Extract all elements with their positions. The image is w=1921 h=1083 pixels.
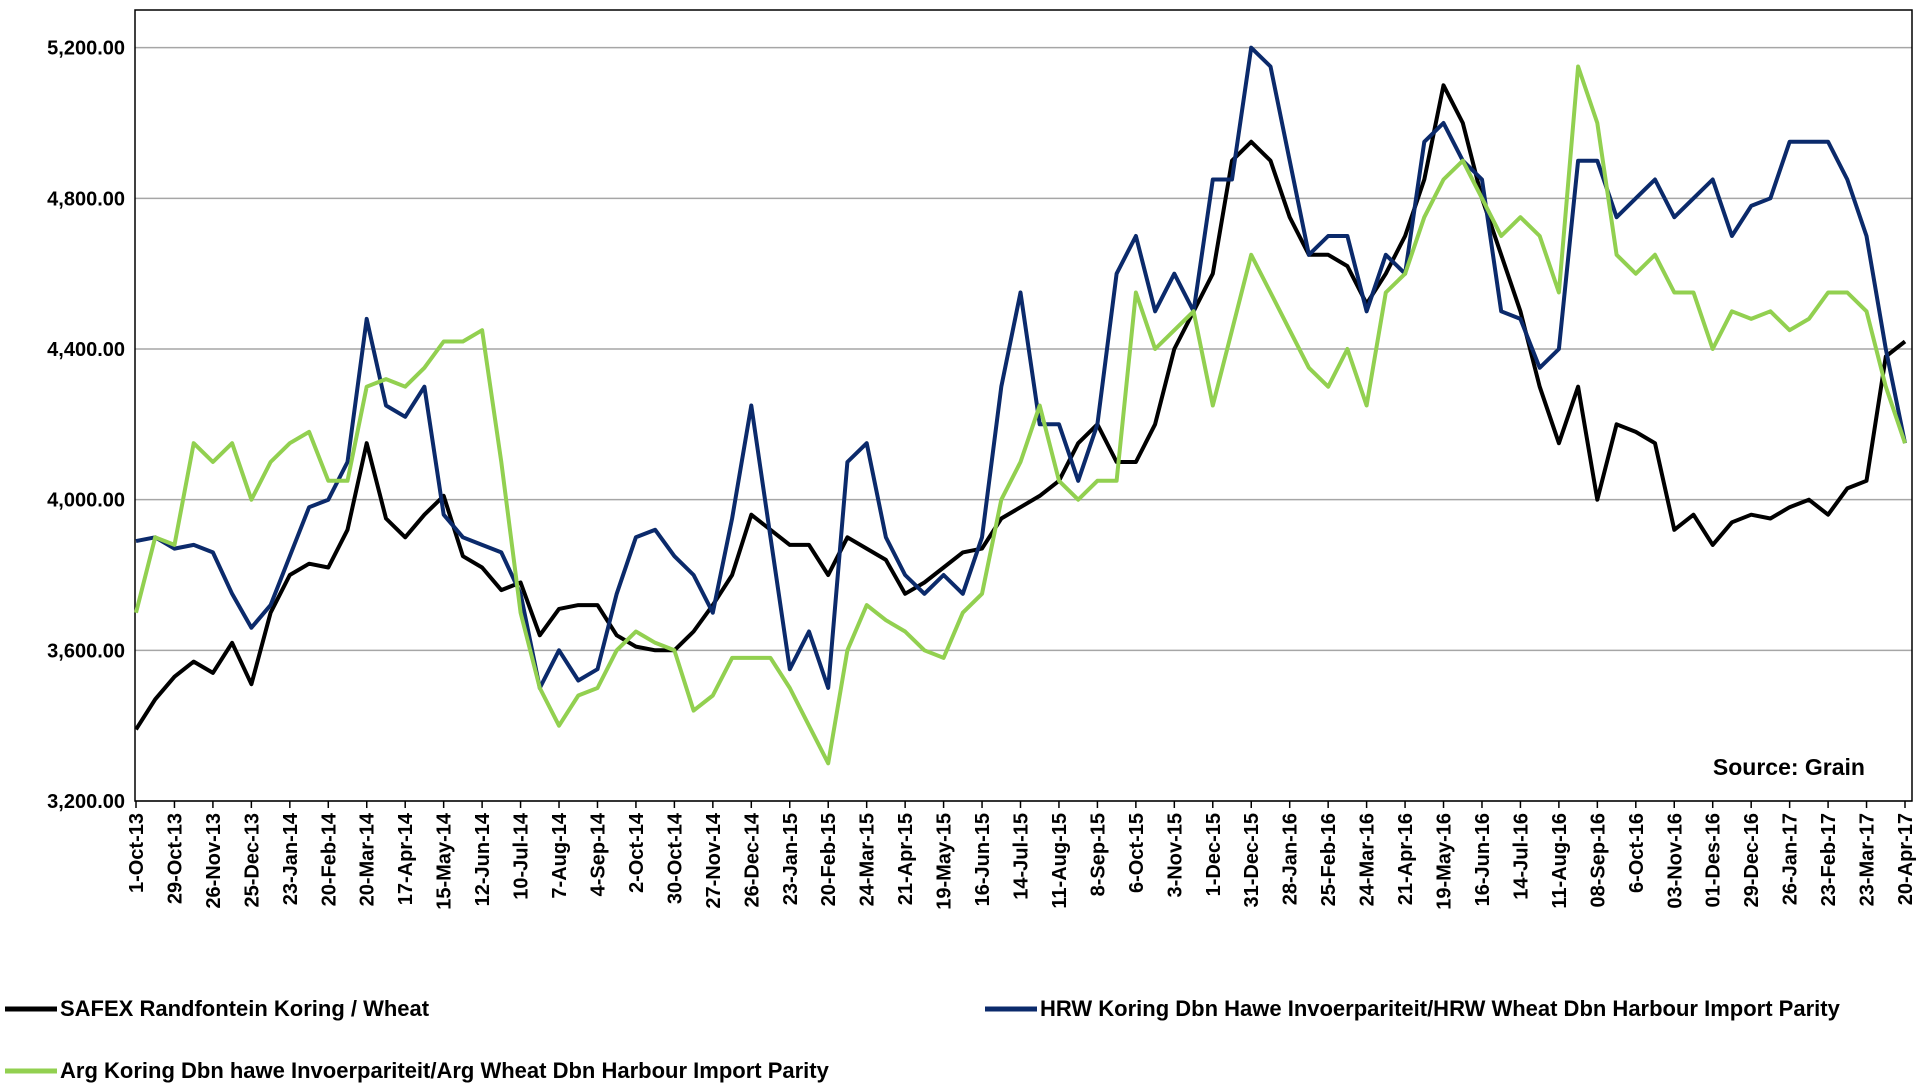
x-tick-label: 27-Nov-14 bbox=[703, 812, 725, 908]
x-tick-label: 20-Feb-14 bbox=[318, 812, 340, 906]
y-tick-label: 5,200.00 bbox=[47, 38, 125, 60]
legend-item: Arg Koring Dbn hawe Invoerpariteit/Arg W… bbox=[5, 1058, 830, 1083]
y-tick-label: 3,600.00 bbox=[47, 640, 125, 662]
x-tick-label: 30-Oct-14 bbox=[664, 812, 686, 904]
x-tick-label: 28-Jan-16 bbox=[1280, 813, 1302, 905]
x-tick-label: 23-Mar-17 bbox=[1857, 813, 1879, 906]
x-tick-label: 16-Jun-15 bbox=[972, 813, 994, 906]
x-tick-label: 24-Mar-16 bbox=[1357, 813, 1379, 906]
series-line bbox=[136, 48, 1905, 688]
x-tick-label: 19-May-15 bbox=[934, 813, 956, 910]
legend-item: SAFEX Randfontein Koring / Wheat bbox=[5, 996, 430, 1021]
x-tick-label: 20-Apr-17 bbox=[1895, 813, 1917, 905]
legend-label: HRW Koring Dbn Hawe Invoerpariteit/HRW W… bbox=[1040, 996, 1841, 1021]
x-tick-label: 11-Aug-16 bbox=[1549, 813, 1571, 909]
x-tick-label: 29-Dec-16 bbox=[1741, 813, 1763, 908]
x-tick-label: 25-Dec-13 bbox=[241, 813, 263, 908]
x-tick-label: 21-Apr-16 bbox=[1395, 813, 1417, 905]
x-tick-label: 26-Dec-14 bbox=[741, 812, 763, 907]
legend-label: Arg Koring Dbn hawe Invoerpariteit/Arg W… bbox=[60, 1058, 830, 1083]
y-tick-label: 4,400.00 bbox=[47, 339, 125, 361]
x-tick-label: 19-May-16 bbox=[1434, 813, 1456, 910]
y-tick-label: 4,000.00 bbox=[47, 490, 125, 512]
legend-item: HRW Koring Dbn Hawe Invoerpariteit/HRW W… bbox=[985, 996, 1841, 1021]
x-tick-label: 24-Mar-15 bbox=[857, 813, 879, 906]
x-tick-label: 1-Oct-13 bbox=[126, 813, 148, 893]
x-tick-label: 12-Jun-14 bbox=[472, 812, 494, 906]
source-note: Source: Grain bbox=[1713, 754, 1865, 780]
x-tick-label: 23-Jan-14 bbox=[280, 812, 302, 905]
x-tick-label: 31-Dec-15 bbox=[1241, 813, 1263, 908]
x-tick-label: 01-Des-16 bbox=[1703, 813, 1725, 908]
x-tick-label: 11-Aug-15 bbox=[1049, 813, 1071, 909]
x-tick-label: 2-Oct-14 bbox=[626, 812, 648, 893]
x-tick-label: 10-Jul-14 bbox=[511, 812, 533, 900]
x-tick-label: 26-Nov-13 bbox=[203, 813, 225, 909]
legend-label: SAFEX Randfontein Koring / Wheat bbox=[60, 996, 430, 1021]
x-tick-label: 14-Jul-16 bbox=[1510, 813, 1532, 900]
x-tick-label: 26-Jan-17 bbox=[1780, 813, 1802, 905]
x-tick-label: 16-Jun-16 bbox=[1472, 813, 1494, 906]
x-tick-label: 29-Oct-13 bbox=[164, 813, 186, 904]
series-line bbox=[136, 85, 1905, 729]
x-tick-label: 4-Sep-14 bbox=[587, 812, 609, 896]
x-tick-label: 14-Jul-15 bbox=[1011, 813, 1033, 900]
y-tick-label: 4,800.00 bbox=[47, 188, 125, 210]
x-tick-label: 23-Jan-15 bbox=[780, 813, 802, 905]
x-tick-label: 1-Dec-15 bbox=[1203, 813, 1225, 896]
y-tick-label: 3,200.00 bbox=[47, 791, 125, 813]
x-tick-label: 23-Feb-17 bbox=[1818, 813, 1840, 906]
x-tick-label: 6-Oct-15 bbox=[1126, 813, 1148, 893]
x-tick-label: 6-Oct-16 bbox=[1626, 813, 1648, 893]
x-tick-label: 3-Nov-15 bbox=[1164, 813, 1186, 897]
x-tick-label: 03-Nov-16 bbox=[1664, 813, 1686, 909]
x-tick-label: 15-May-14 bbox=[434, 812, 456, 910]
plot-frame bbox=[135, 10, 1912, 801]
x-tick-label: 25-Feb-16 bbox=[1318, 813, 1340, 906]
x-tick-label: 21-Apr-15 bbox=[895, 813, 917, 905]
x-tick-label: 7-Aug-14 bbox=[549, 812, 571, 898]
x-tick-label: 17-Apr-14 bbox=[395, 812, 417, 905]
x-tick-label: 8-Sep-15 bbox=[1087, 813, 1109, 896]
x-tick-label: 20-Feb-15 bbox=[818, 813, 840, 906]
x-tick-label: 08-Sep-16 bbox=[1587, 813, 1609, 908]
x-tick-label: 20-Mar-14 bbox=[357, 812, 379, 906]
chart: Source: Grain 3,200.00 3,600.00 4,000.00 4,… bbox=[0, 0, 1921, 1083]
page: {"chart_data": {"type": "line", "annotat… bbox=[0, 0, 1921, 1083]
